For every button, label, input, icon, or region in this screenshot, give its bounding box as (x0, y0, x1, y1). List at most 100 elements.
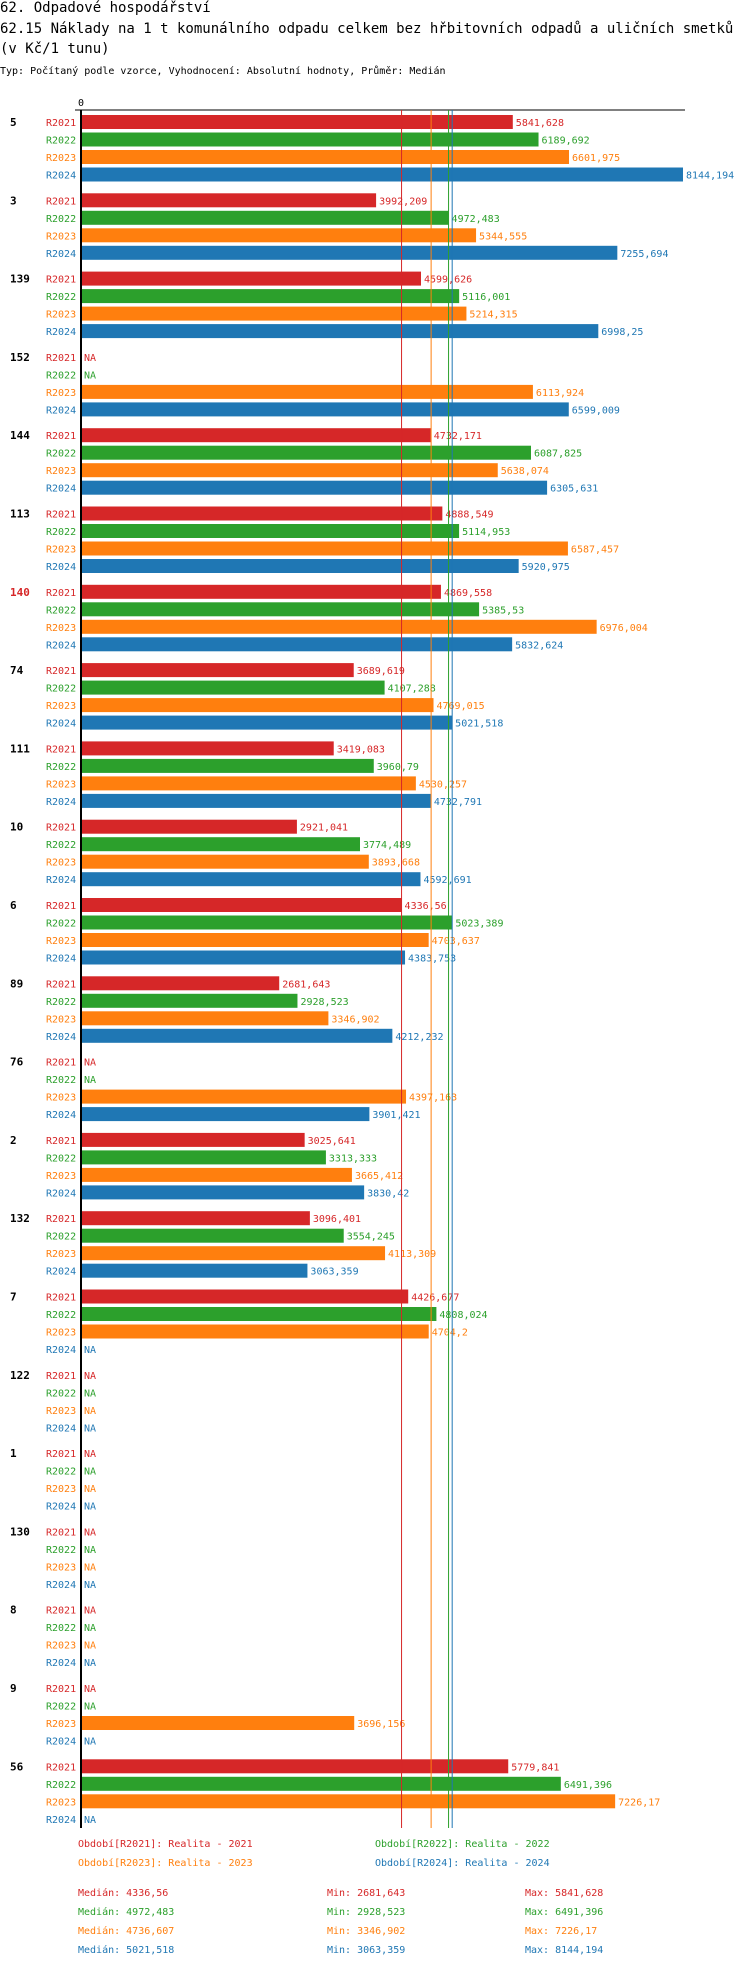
value-label-111-R2022: 3960,79 (377, 762, 419, 773)
value-label-144-R2022: 6087,825 (534, 449, 582, 460)
na-label-8-R2022: NA (84, 1623, 96, 1634)
bar-3-R2022 (81, 210, 449, 225)
bar-113-R2023 (81, 541, 568, 556)
value-label-10-R2023: 3893,668 (372, 858, 420, 869)
value-label-10-R2022: 3774,489 (363, 840, 411, 851)
series-label-7-R2024: R2024 (46, 1345, 76, 1356)
series-label-74-R2023: R2023 (46, 701, 76, 712)
na-label-1-R2024: NA (84, 1502, 96, 1513)
series-label-130-R2024: R2024 (46, 1580, 76, 1591)
value-label-152-R2024: 6599,009 (572, 405, 620, 416)
stat-max-R2022: Max: 6491,396 (525, 1907, 604, 1918)
na-label-130-R2023: NA (84, 1562, 96, 1573)
value-label-132-R2022: 3554,245 (347, 1232, 395, 1243)
series-label-113-R2021: R2021 (46, 510, 76, 521)
series-label-7-R2023: R2023 (46, 1328, 76, 1339)
category-label-132: 132 (10, 1212, 30, 1225)
stat-min-R2024: Min: 3063,359 (327, 1945, 406, 1956)
bar-144-R2022 (81, 445, 531, 460)
value-label-2-R2022: 3313,333 (329, 1153, 377, 1164)
bar-3-R2021 (81, 193, 377, 208)
series-label-5-R2023: R2023 (46, 153, 76, 164)
bar-2-R2022 (81, 1150, 326, 1165)
value-label-140-R2024: 5832,624 (515, 640, 563, 651)
value-label-132-R2021: 3096,401 (313, 1214, 361, 1225)
value-label-6-R2023: 4703,637 (432, 936, 480, 947)
value-label-140-R2022: 5385,53 (482, 605, 524, 616)
category-label-74: 74 (10, 664, 24, 677)
category-label-152: 152 (10, 351, 30, 364)
bar-140-R2022 (81, 602, 480, 617)
value-label-9-R2023: 3696,156 (357, 1719, 405, 1730)
bar-140-R2023 (81, 619, 597, 634)
stat-median-R2021: Medián: 4336,56 (78, 1888, 169, 1899)
category-label-113: 113 (10, 508, 30, 521)
series-label-9-R2024: R2024 (46, 1737, 76, 1748)
series-label-89-R2023: R2023 (46, 1014, 76, 1025)
bar-113-R2024 (81, 559, 519, 573)
bar-89-R2021 (81, 976, 280, 991)
na-label-130-R2021: NA (84, 1527, 96, 1538)
series-label-9-R2021: R2021 (46, 1684, 76, 1695)
bar-56-R2021 (81, 1759, 509, 1774)
series-label-6-R2023: R2023 (46, 936, 76, 947)
bar-76-R2023 (81, 1089, 407, 1104)
series-label-74-R2024: R2024 (46, 719, 76, 730)
value-label-144-R2023: 5638,074 (501, 466, 549, 477)
series-label-152-R2023: R2023 (46, 388, 76, 399)
na-label-76-R2022: NA (84, 1075, 96, 1086)
value-label-89-R2022: 2928,523 (300, 997, 348, 1008)
series-label-74-R2022: R2022 (46, 684, 76, 695)
chart-subtitle: Typ: Počítaný podle vzorce, Vyhodnocení:… (0, 66, 446, 77)
series-label-74-R2021: R2021 (46, 666, 76, 677)
value-label-6-R2021: 4336,56 (405, 901, 447, 912)
series-label-140-R2024: R2024 (46, 640, 76, 651)
bar-89-R2024 (81, 1028, 393, 1043)
bar-74-R2024 (81, 715, 453, 730)
category-label-130: 130 (10, 1525, 30, 1538)
bar-113-R2021 (81, 506, 443, 521)
series-label-139-R2024: R2024 (46, 327, 76, 338)
bar-139-R2024 (81, 324, 599, 339)
value-label-56-R2022: 6491,396 (564, 1780, 612, 1791)
stat-max-R2024: Max: 8144,194 (525, 1945, 604, 1956)
na-label-1-R2023: NA (84, 1484, 96, 1495)
value-label-113-R2022: 5114,953 (462, 527, 510, 538)
value-label-139-R2022: 5116,001 (462, 292, 510, 303)
bar-89-R2023 (81, 1011, 329, 1026)
series-label-130-R2021: R2021 (46, 1527, 76, 1538)
category-label-144: 144 (10, 429, 30, 442)
value-label-111-R2024: 4732,791 (434, 797, 482, 808)
bar-2-R2024 (81, 1185, 365, 1200)
category-label-6: 6 (10, 899, 17, 912)
series-label-152-R2022: R2022 (46, 370, 76, 381)
series-label-152-R2021: R2021 (46, 353, 76, 364)
series-label-3-R2023: R2023 (46, 231, 76, 242)
bar-3-R2024 (81, 245, 618, 260)
na-label-122-R2022: NA (84, 1388, 96, 1399)
series-label-10-R2023: R2023 (46, 858, 76, 869)
category-label-10: 10 (10, 821, 23, 834)
series-label-76-R2024: R2024 (46, 1110, 76, 1121)
series-label-3-R2021: R2021 (46, 196, 76, 207)
value-label-5-R2022: 6189,692 (542, 136, 590, 147)
value-label-132-R2023: 4113,309 (388, 1249, 436, 1260)
bar-6-R2021 (81, 898, 402, 912)
series-label-89-R2024: R2024 (46, 1032, 76, 1043)
value-label-139-R2023: 5214,315 (469, 310, 517, 321)
bar-5-R2022 (81, 132, 539, 147)
bar-144-R2023 (81, 463, 498, 478)
series-label-1-R2023: R2023 (46, 1484, 76, 1495)
value-label-76-R2024: 3901,421 (372, 1110, 420, 1121)
value-label-56-R2023: 7226,17 (618, 1797, 660, 1808)
na-label-152-R2021: NA (84, 353, 96, 364)
bar-111-R2024 (81, 793, 431, 808)
value-label-3-R2022: 4972,483 (452, 214, 500, 225)
bar-5-R2023 (81, 150, 570, 164)
category-label-7: 7 (10, 1291, 17, 1304)
stat-min-R2022: Min: 2928,523 (327, 1907, 406, 1918)
series-label-111-R2021: R2021 (46, 744, 76, 755)
na-label-56-R2024: NA (84, 1815, 96, 1826)
value-label-7-R2022: 4808,024 (439, 1310, 487, 1321)
value-label-74-R2022: 4107,288 (388, 684, 436, 695)
